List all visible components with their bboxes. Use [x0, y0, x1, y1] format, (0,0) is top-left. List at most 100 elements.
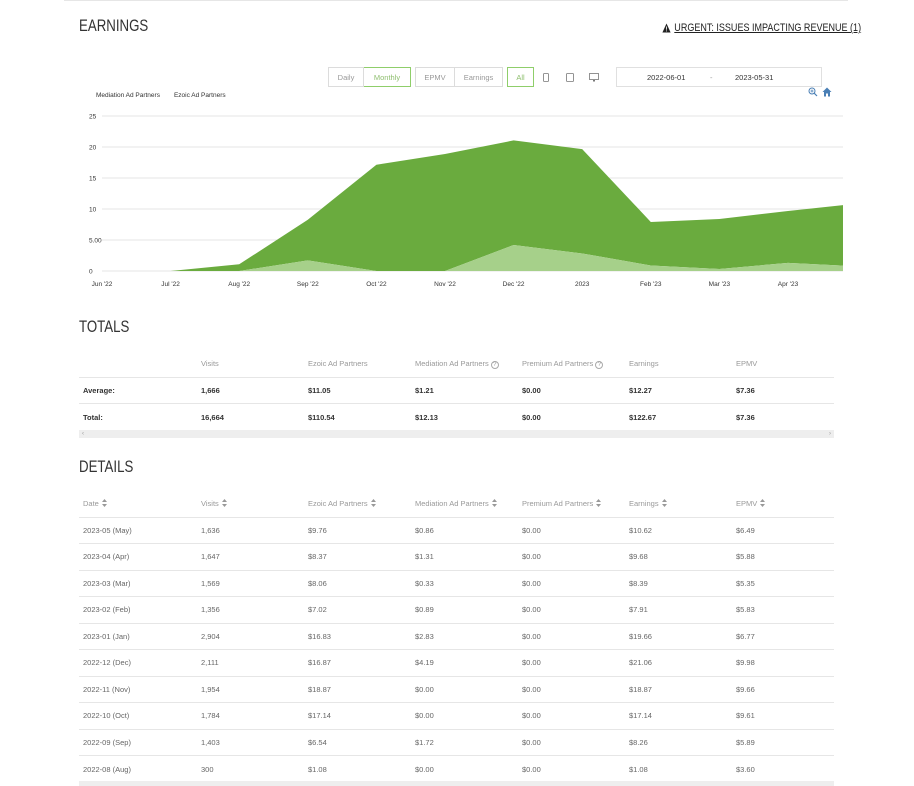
- details-cell-epmv: $5.35: [732, 569, 834, 597]
- details-cell-date: 2022-12 (Dec): [79, 649, 197, 676]
- details-horizontal-scrollbar[interactable]: [79, 781, 834, 786]
- details-header-label: Earnings: [629, 498, 659, 508]
- details-cell-ezoic: $16.83: [304, 622, 411, 650]
- sort-icon[interactable]: [760, 498, 766, 509]
- details-cell-premium: $0.00: [518, 622, 625, 650]
- totals-row: Total: 16,664 $110.54 $12.13 $0.00 $122.67 $7.…: [79, 403, 834, 430]
- details-header-label: Ezoic Ad Partners: [308, 498, 368, 508]
- x-tick-label: Sep '22: [297, 281, 319, 288]
- details-cell-date: 2022-10 (Oct): [79, 702, 197, 729]
- details-cell-visits: 1,954: [197, 675, 304, 703]
- details-cell-premium: $0.00: [518, 675, 625, 703]
- table-row: 2023-03 (Mar) 1,569 $8.06 $0.33 $0.00 $8.39 $5…: [79, 569, 834, 597]
- details-cell-earnings: $1.08: [625, 755, 732, 782]
- sort-icon[interactable]: [101, 498, 107, 509]
- desktop-device-button[interactable]: [582, 67, 606, 87]
- sort-icon[interactable]: [661, 498, 667, 509]
- x-tick-label: 2023: [575, 281, 590, 288]
- epmv-button[interactable]: EPMV: [415, 67, 455, 87]
- totals-cell-label: Average:: [79, 376, 197, 404]
- totals-header-mediation: Mediation Ad Partners?: [411, 351, 518, 377]
- sort-icon[interactable]: [221, 498, 227, 509]
- chart-legend: Mediation Ad Partners Ezoic Ad Partners: [96, 92, 226, 99]
- legend-ezoic[interactable]: Ezoic Ad Partners: [173, 92, 226, 99]
- date-range-picker[interactable]: 2022-06-01 - 2023-05-31: [616, 67, 822, 87]
- x-tick-label: Nov '22: [434, 281, 456, 288]
- totals-header-mediation-label: Mediation Ad Partners: [415, 358, 489, 368]
- details-cell-premium: $0.00: [518, 755, 625, 782]
- details-cell-premium: $0.00: [518, 516, 625, 544]
- details-cell-mediation: $4.19: [411, 649, 518, 676]
- details-cell-earnings: $9.68: [625, 543, 732, 570]
- earnings-chart: 0 5.00 10 15 20 25 Jun '22 Jul '22 Aug '22 Sep '2…: [89, 114, 843, 288]
- warning-icon: [662, 23, 671, 33]
- details-cell-ezoic: $9.76: [304, 516, 411, 544]
- details-header-label: Date: [83, 498, 99, 508]
- details-cell-epmv: $3.60: [732, 755, 834, 782]
- sort-icon[interactable]: [596, 498, 602, 509]
- details-header-date[interactable]: Date: [79, 491, 197, 517]
- x-tick-label: Jun '22: [92, 281, 113, 288]
- sort-icon[interactable]: [491, 498, 497, 509]
- details-header-visits[interactable]: Visits: [197, 491, 304, 517]
- scroll-left-icon[interactable]: ‹: [82, 431, 84, 437]
- x-tick-label: Mar '23: [709, 281, 731, 288]
- details-cell-visits: 1,569: [197, 569, 304, 597]
- details-cell-date: 2023-02 (Feb): [79, 596, 197, 623]
- totals-cell-ezoic: $11.05: [304, 376, 411, 404]
- x-tick-label: Dec '22: [503, 281, 525, 288]
- totals-cell-premium: $0.00: [518, 376, 625, 404]
- zoom-icon[interactable]: [808, 87, 818, 97]
- totals-cell-visits: 16,664: [197, 403, 304, 430]
- table-row: 2022-08 (Aug) 300 $1.08 $0.00 $0.00 $1.08 $3.6…: [79, 755, 834, 782]
- totals-title: TOTALS: [79, 317, 130, 336]
- details-cell-date: 2022-11 (Nov): [79, 675, 197, 703]
- totals-header-visits: Visits: [201, 359, 219, 369]
- details-table: Date Visits Ezoic Ad Partners Mediation Ad …: [79, 491, 834, 782]
- end-date: 2023-05-31: [735, 72, 774, 82]
- y-tick-label: 15: [89, 176, 97, 183]
- legend-mediation[interactable]: Mediation Ad Partners: [96, 92, 160, 99]
- x-tick-label: Oct '22: [366, 281, 387, 288]
- y-tick-label: 20: [89, 145, 97, 152]
- details-header-ezoic[interactable]: Ezoic Ad Partners: [304, 491, 411, 517]
- details-cell-ezoic: $6.54: [304, 728, 411, 756]
- details-header-earnings[interactable]: Earnings: [625, 491, 732, 517]
- totals-header-premium: Premium Ad Partners?: [518, 351, 625, 377]
- totals-horizontal-scrollbar[interactable]: ‹ ›: [79, 430, 834, 438]
- totals-cell-epmv: $7.36: [732, 403, 834, 430]
- table-row: 2022-10 (Oct) 1,784 $17.14 $0.00 $0.00 $17.14…: [79, 702, 834, 729]
- device-toggle: All: [507, 67, 606, 87]
- home-icon[interactable]: [822, 87, 832, 97]
- tablet-device-button[interactable]: [558, 67, 582, 87]
- help-icon[interactable]: ?: [595, 360, 604, 369]
- all-devices-button[interactable]: All: [507, 67, 534, 87]
- x-tick-label: Apr '23: [778, 281, 799, 288]
- totals-table: Visits Ezoic Ad Partners Mediation Ad Pa…: [79, 351, 834, 430]
- details-cell-epmv: $9.61: [732, 702, 834, 729]
- details-cell-epmv: $5.83: [732, 596, 834, 623]
- mobile-device-button[interactable]: [534, 67, 558, 87]
- details-cell-visits: 1,784: [197, 702, 304, 729]
- table-row: 2023-04 (Apr) 1,647 $8.37 $1.31 $0.00 $9.68 $5…: [79, 543, 834, 570]
- x-tick-label: Feb '23: [640, 281, 662, 288]
- scroll-right-icon[interactable]: ›: [829, 431, 831, 437]
- details-header-mediation[interactable]: Mediation Ad Partners: [411, 491, 518, 517]
- daily-button[interactable]: Daily: [328, 67, 364, 87]
- sort-icon[interactable]: [370, 498, 376, 509]
- details-cell-visits: 1,356: [197, 596, 304, 623]
- details-cell-earnings: $7.91: [625, 596, 732, 623]
- details-cell-epmv: $6.49: [732, 516, 834, 544]
- details-header-label: EPMV: [736, 498, 758, 508]
- help-icon[interactable]: ?: [490, 360, 499, 369]
- details-cell-premium: $0.00: [518, 728, 625, 756]
- details-header-premium[interactable]: Premium Ad Partners: [518, 491, 625, 517]
- details-cell-epmv: $9.98: [732, 649, 834, 676]
- earnings-button[interactable]: Earnings: [455, 67, 503, 87]
- desktop-icon: [589, 72, 599, 81]
- details-cell-premium: $0.00: [518, 649, 625, 676]
- details-cell-ezoic: $8.37: [304, 543, 411, 570]
- details-header-epmv[interactable]: EPMV: [732, 491, 834, 517]
- monthly-button[interactable]: Monthly: [364, 67, 411, 87]
- urgent-issues-link[interactable]: URGENT: ISSUES IMPACTING REVENUE (1): [662, 22, 861, 34]
